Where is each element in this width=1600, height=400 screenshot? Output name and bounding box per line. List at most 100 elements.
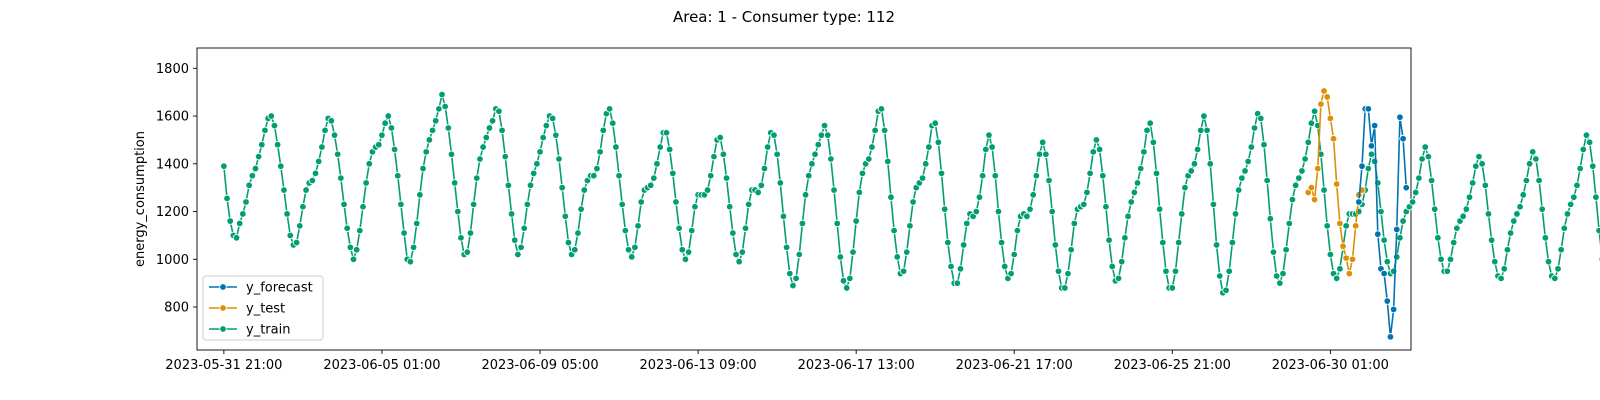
data-point xyxy=(675,224,683,232)
data-point xyxy=(501,152,509,161)
data-point xyxy=(1092,136,1101,144)
legend-box xyxy=(202,275,324,341)
data-point xyxy=(1453,224,1461,232)
legend-label: y_test xyxy=(246,302,285,317)
data-point xyxy=(662,129,671,137)
data-point xyxy=(261,126,269,135)
data-point xyxy=(1579,145,1587,154)
data-point xyxy=(1307,183,1316,192)
data-point xyxy=(959,241,968,249)
data-point xyxy=(1532,155,1540,163)
data-point xyxy=(852,217,860,225)
legend-item: y_train xyxy=(209,323,290,338)
data-point xyxy=(387,124,396,132)
legend-item: y_forecast xyxy=(209,281,313,296)
axes-frame xyxy=(196,47,1412,351)
y-tick-label: 1600 xyxy=(156,110,189,125)
data-point xyxy=(634,222,642,230)
data-point xyxy=(457,234,465,242)
data-point xyxy=(397,200,405,209)
x-tick-label: 2023-06-17 13:00 xyxy=(798,358,915,373)
data-point xyxy=(311,169,320,178)
data-point xyxy=(504,181,513,189)
data-point xyxy=(1026,205,1034,213)
data-point xyxy=(1133,179,1142,187)
data-point xyxy=(267,112,275,120)
y-tick-label: 1400 xyxy=(156,157,189,172)
data-point xyxy=(514,250,522,259)
data-point xyxy=(1266,214,1275,223)
data-point xyxy=(770,131,778,139)
data-point xyxy=(1288,195,1297,204)
data-point xyxy=(789,281,797,290)
data-point xyxy=(963,219,971,228)
data-point xyxy=(1468,179,1477,187)
data-point xyxy=(1573,181,1581,189)
data-point xyxy=(226,217,234,225)
data-point xyxy=(356,226,364,235)
data-point xyxy=(994,207,1003,216)
data-point xyxy=(710,152,718,161)
data-point xyxy=(795,250,803,259)
data-point xyxy=(760,164,769,173)
data-point xyxy=(1038,138,1047,146)
data-point xyxy=(1557,246,1565,254)
data-point xyxy=(1310,195,1319,204)
data-point xyxy=(359,203,367,211)
data-point xyxy=(833,219,841,228)
data-point xyxy=(555,155,563,163)
data-point xyxy=(1396,234,1404,242)
data-point xyxy=(729,229,737,237)
data-point xyxy=(352,246,361,254)
data-point xyxy=(1263,176,1271,185)
data-point xyxy=(672,198,680,206)
y-tick-label: 1800 xyxy=(156,62,189,77)
data-point xyxy=(1358,162,1366,170)
data-point xyxy=(378,131,386,139)
data-point xyxy=(1592,193,1600,201)
data-point xyxy=(479,143,487,151)
chart-title: Area: 1 - Consumer type: 112 xyxy=(673,8,895,26)
data-point xyxy=(1345,269,1354,278)
legend-marker xyxy=(219,325,227,333)
data-point xyxy=(681,255,690,263)
data-point xyxy=(997,238,1006,247)
data-point xyxy=(511,236,519,244)
data-point xyxy=(1367,142,1376,150)
data-point xyxy=(409,243,418,252)
data-point xyxy=(473,174,481,182)
data-point xyxy=(1010,250,1018,259)
data-point xyxy=(1228,238,1237,247)
data-point xyxy=(1465,193,1474,201)
data-point xyxy=(1171,267,1180,275)
data-point xyxy=(302,186,310,194)
data-point xyxy=(590,172,598,180)
data-point xyxy=(615,172,623,180)
data-point xyxy=(431,117,440,125)
plot-area: 800 1000 1200 1400 1600 1800 2023-05-31 21:00 2… xyxy=(156,47,1600,373)
data-point xyxy=(811,150,819,158)
data-point xyxy=(1061,284,1069,292)
data-point xyxy=(1408,198,1417,206)
data-point xyxy=(1089,148,1097,156)
data-point xyxy=(296,222,304,230)
data-point xyxy=(292,238,301,247)
data-point xyxy=(824,131,832,139)
data-point xyxy=(1143,126,1151,135)
data-point xyxy=(1522,176,1531,185)
data-point xyxy=(1064,269,1072,278)
data-point xyxy=(1342,222,1350,230)
data-point xyxy=(678,246,686,254)
data-point xyxy=(330,131,339,139)
data-point xyxy=(1140,148,1148,156)
data-point xyxy=(1370,157,1379,166)
data-point xyxy=(425,136,434,144)
data-point xyxy=(384,112,392,120)
data-point xyxy=(1585,138,1594,146)
data-point xyxy=(684,248,693,256)
data-point xyxy=(1326,114,1335,123)
data-point xyxy=(1238,174,1246,182)
data-point xyxy=(1304,138,1312,146)
data-point xyxy=(1434,234,1442,242)
data-point xyxy=(428,126,437,135)
